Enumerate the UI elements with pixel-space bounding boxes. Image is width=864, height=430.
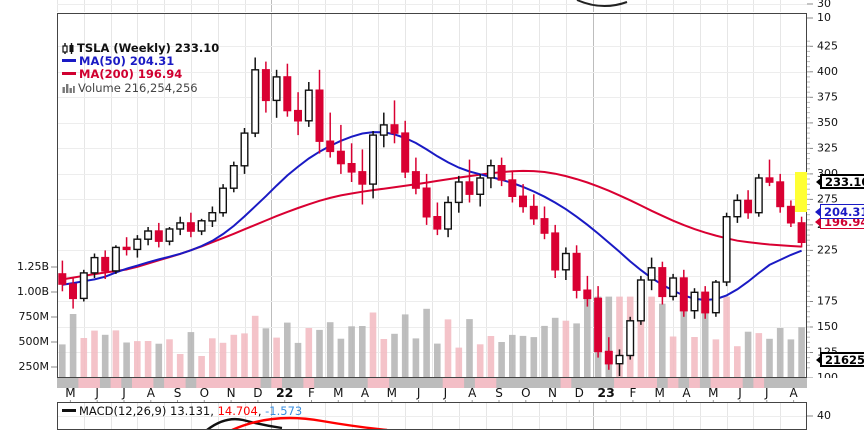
macd-legend: MACD(12,26,9) 13.131, 14.704, -1.573: [62, 404, 302, 418]
x-axis-month-label: A: [361, 388, 370, 400]
price-axis-tick: 225: [817, 243, 838, 256]
x-axis-month-label: F: [629, 388, 636, 400]
volume-axis-tick: 750M: [19, 310, 50, 323]
x-axis-month-label: F: [308, 388, 315, 400]
price-axis-tick: 100: [817, 371, 838, 378]
x-axis-month-label: D: [575, 388, 584, 400]
volume-axis-tick: 500M: [19, 335, 50, 348]
macd-hist-value: -1.573: [265, 404, 303, 418]
x-axis-month-label: J: [737, 388, 742, 400]
x-axis-month-label: J: [416, 388, 421, 400]
macd-canvas: [57, 402, 807, 430]
macd-sep-2: ,: [257, 404, 262, 418]
x-axis-year-label: 23: [597, 388, 614, 400]
x-axis-month-label: A: [682, 388, 691, 400]
x-axis-month-label: N: [548, 388, 557, 400]
volume-bars: [59, 296, 805, 378]
chart-legend: TSLA (Weekly) 233.10 MA(50) 204.31 MA(20…: [62, 41, 220, 95]
last-price-callout: 233.10: [820, 174, 864, 189]
x-axis-month-label: M: [387, 388, 397, 400]
legend-ma50-row: MA(50) 204.31: [62, 55, 219, 68]
ma50-swatch-icon: [62, 59, 76, 63]
legend-volume-row: Volume 216,254,256: [62, 80, 219, 95]
x-axis-month-label: A: [468, 388, 477, 400]
x-axis-month-label: A: [789, 388, 798, 400]
x-axis-labels: M J J A S O N D 22 F M A M J J A S O N D 23 F M A M J J A: [65, 388, 798, 403]
x-axis-month-label: J: [764, 388, 769, 400]
last-candle-highlight: [795, 172, 807, 212]
volume-callout: 216254: [820, 352, 864, 367]
legend-ticker-label: TSLA (Weekly) 233.10: [77, 41, 220, 55]
x-axis-month-label: A: [147, 388, 156, 400]
price-axis-tick: 425: [817, 39, 838, 52]
ma50-line: [62, 131, 802, 302]
price-axis-tick: 325: [817, 141, 838, 154]
macd-sep-1: ,: [210, 404, 214, 418]
candlestick-icon: [62, 42, 75, 54]
volume-axis-tick: 1.25B: [17, 260, 49, 273]
volume-bars-icon: [62, 83, 75, 93]
volume-axis-tick: 1.00B: [17, 285, 49, 298]
ma50-callout: 204.31: [820, 204, 864, 219]
legend-ma200-row: MA(200) 196.94: [62, 68, 219, 81]
price-panel: [57, 13, 807, 378]
price-axis-tick: 375: [817, 90, 838, 103]
price-axis-tick: 175: [817, 295, 838, 308]
x-axis-month-label: M: [65, 388, 75, 400]
price-axis-tick: 150: [817, 320, 838, 333]
price-axis-tick: 350: [817, 116, 838, 129]
price-chart-canvas: [57, 13, 807, 378]
x-axis-month-label: O: [200, 388, 209, 400]
candlesticks: [58, 57, 806, 376]
macd-signal-value: 14.704: [217, 404, 258, 418]
x-axis-month-label: M: [333, 388, 343, 400]
macd-panel: [57, 402, 807, 430]
x-axis-month-label: J: [94, 388, 99, 400]
macd-label: MACD(12,26,9): [79, 404, 167, 418]
macd-swatch-icon: [62, 409, 76, 412]
macd-axis-right: 40: [807, 409, 831, 422]
top-axis-tick-30: 30: [817, 0, 831, 10]
volume-axis-left: 1.25B 1.00B 750M 500M 250M: [17, 260, 57, 373]
x-axis-month-label: J: [121, 388, 126, 400]
top-indicator-panel: [57, 0, 807, 12]
macd-axis-tick-40: 40: [817, 409, 831, 422]
legend-ticker-row: TSLA (Weekly) 233.10: [62, 41, 220, 55]
top-panel-grid: [57, 0, 807, 12]
legend-ma50-label: MA(50) 204.31: [79, 54, 175, 69]
x-axis-month-label: D: [253, 388, 262, 400]
x-axis-month-label: S: [174, 388, 182, 400]
x-axis-month-label: O: [521, 388, 530, 400]
ma200-swatch-icon: [62, 72, 76, 76]
x-axis-month-label: N: [227, 388, 236, 400]
x-axis-month-label: M: [655, 388, 665, 400]
x-axis-year-label: 22: [276, 388, 293, 400]
macd-value: 13.131: [170, 404, 211, 418]
x-axis-month-label: M: [708, 388, 718, 400]
legend-volume-label: Volume 216,254,256: [78, 80, 198, 95]
price-axis-tick: 400: [817, 65, 838, 78]
legend-ma200-label: MA(200) 196.94: [79, 67, 183, 82]
price-axis-right: 425400375350325300275250225175150125100: [807, 39, 838, 378]
x-axis-strip: [57, 378, 807, 388]
price-axis-tick: 275: [817, 192, 838, 205]
x-axis-month-label: S: [495, 388, 503, 400]
x-axis-month-label: J: [443, 388, 448, 400]
volume-axis-tick: 250M: [19, 360, 50, 373]
